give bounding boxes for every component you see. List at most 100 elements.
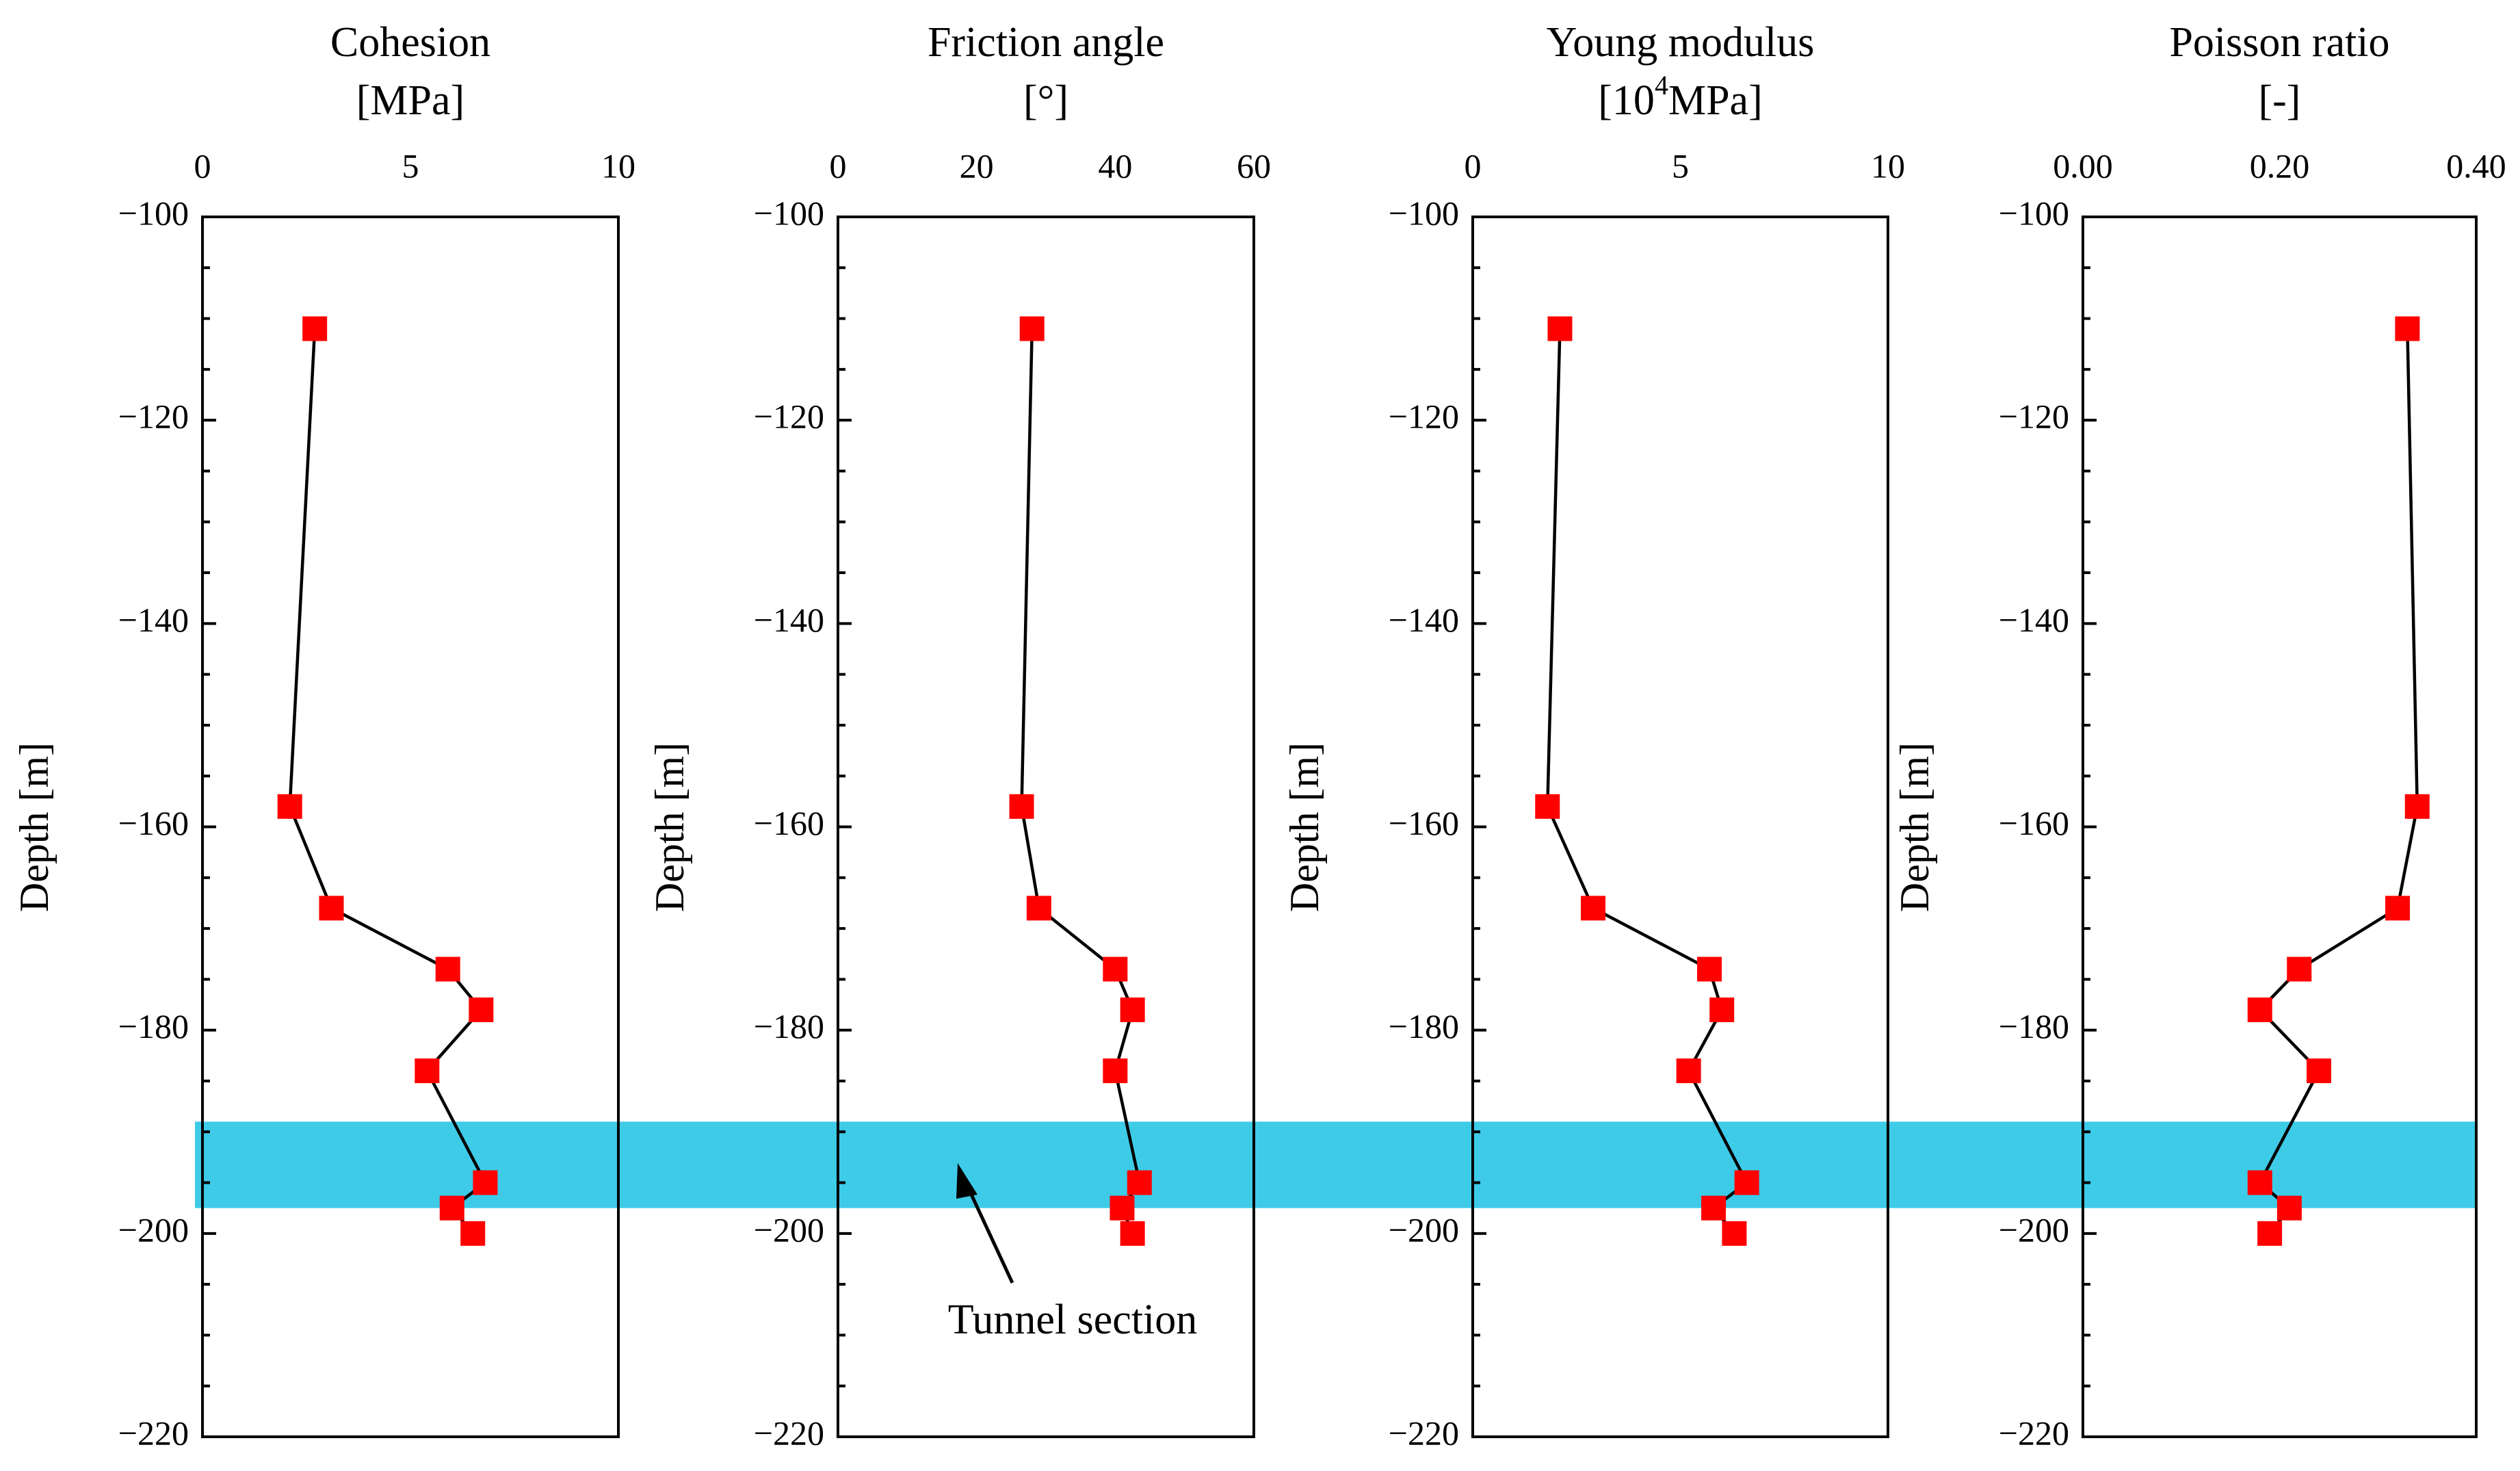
data-point (1701, 1195, 1727, 1221)
data-point (473, 1170, 498, 1195)
y-axis-label: Depth [m] (12, 742, 57, 912)
y-tick-label: −160 (118, 804, 189, 842)
y-tick-label: −120 (118, 398, 189, 436)
x-tick-label: 60 (1237, 146, 1271, 185)
panel-units: [-] (2259, 77, 2301, 124)
y-tick-label: −200 (1389, 1210, 1459, 1249)
y-tick-label: −140 (754, 601, 824, 639)
plot-frame (837, 216, 1255, 1438)
y-tick-label: −160 (754, 804, 824, 842)
x-tick-label: 10 (601, 146, 635, 185)
data-point (1696, 956, 1722, 982)
y-tick-label: −200 (118, 1210, 189, 1249)
x-tick-label: 5 (1672, 146, 1689, 185)
data-point (435, 956, 460, 982)
y-axis-label: Depth [m] (1892, 742, 1937, 912)
series-line (1545, 328, 1749, 1235)
annotation-layer: Tunnel section (948, 1163, 1198, 1343)
x-tick-label: 10 (1871, 146, 1905, 185)
plot-frame (201, 216, 620, 1438)
y-tick-label: −120 (754, 398, 824, 436)
y-tick-label: −140 (1389, 601, 1459, 639)
y-tick-label: −100 (754, 194, 824, 232)
y-tick-label: −100 (1999, 194, 2069, 232)
data-point (469, 997, 494, 1022)
y-tick-label: −220 (754, 1414, 824, 1452)
data-point (2404, 794, 2430, 819)
series-line (1020, 328, 1142, 1234)
panel-title: Young modulus (1547, 19, 1815, 66)
annotation-arrowhead (956, 1163, 977, 1199)
x-tick-label: 40 (1098, 146, 1132, 185)
panel-title: Friction angle (928, 19, 1164, 66)
data-point (2247, 1170, 2272, 1195)
y-tick-label: −180 (118, 1007, 189, 1045)
data-point (1722, 1221, 1747, 1246)
x-tick-label: 20 (960, 146, 994, 185)
panel-4: Poisson ratio [-] Depth [m] 0.00 0.20 0.40 −10… (1892, 19, 2506, 1452)
data-point (439, 1195, 464, 1221)
data-point (319, 896, 344, 921)
y-tick-label: −140 (1999, 601, 2069, 639)
y-tick-label: −220 (118, 1414, 189, 1452)
x-tick-label: 0 (830, 146, 847, 185)
panel-2-plot (837, 216, 1255, 1438)
panel-3-plot (1471, 216, 1889, 1438)
panel-3: Young modulus[104MPa] Depth [m] 0 5 10 −100 −1… (1282, 19, 1905, 1452)
data-point (1547, 316, 1573, 341)
data-point (2247, 997, 2272, 1022)
plot-frame (2082, 216, 2478, 1438)
tunnel-section-band-layer (195, 1121, 2476, 1208)
series-line (2257, 328, 2419, 1235)
y-tick-label: −160 (1389, 804, 1459, 842)
data-point (2307, 1058, 2331, 1084)
y-tick-label: −180 (1999, 1007, 2069, 1045)
data-point (2257, 1221, 2283, 1246)
data-point (1127, 1170, 1152, 1195)
annotation-label: Tunnel section (948, 1297, 1198, 1343)
y-tick-label: −220 (1999, 1414, 2069, 1452)
y-tick-label: −120 (1999, 398, 2069, 436)
y-tick-label: −200 (1999, 1210, 2069, 1249)
y-axis-label: Depth [m] (1282, 742, 1327, 912)
data-point (1103, 956, 1128, 982)
data-point (2385, 896, 2410, 921)
panel-units: [MPa] (356, 77, 464, 124)
data-point (2276, 1195, 2302, 1221)
data-point (1581, 896, 1606, 921)
y-tick-label: −180 (754, 1007, 824, 1045)
x-tick-label: 0 (1465, 146, 1482, 185)
x-tick-label: 5 (402, 146, 419, 185)
data-point (415, 1058, 440, 1084)
data-point (460, 1221, 486, 1246)
x-tick-label: 0.20 (2250, 146, 2310, 185)
data-point (1120, 1221, 1145, 1246)
panel-units: [°] (1023, 77, 1068, 124)
data-point (1734, 1170, 1759, 1195)
y-tick-label: −160 (1999, 804, 2069, 842)
data-point (302, 316, 328, 341)
y-tick-label: −180 (1389, 1007, 1459, 1045)
y-tick-label: −220 (1389, 1414, 1459, 1452)
panel-title: Cohesion (330, 19, 490, 66)
data-point (1019, 316, 1045, 341)
series-line (288, 328, 488, 1235)
panel-1-plot (201, 216, 620, 1438)
y-tick-label: −140 (118, 601, 189, 639)
data-point (1676, 1058, 1701, 1084)
x-tick-label: 0 (194, 146, 211, 185)
data-point (1009, 794, 1034, 819)
data-point (1535, 794, 1560, 819)
panels-layer: Cohesion [MPa] Depth [m] 0 5 10 −100 −120 −140 −1… (12, 19, 2506, 1452)
data-point (1103, 1058, 1128, 1084)
data-point (277, 794, 302, 819)
y-tick-label: −200 (754, 1210, 824, 1249)
plot-frame (1471, 216, 1889, 1438)
data-point (1026, 896, 1051, 921)
data-point (1709, 997, 1735, 1022)
y-axis-label: Depth [m] (647, 742, 692, 912)
x-tick-label: 0.40 (2446, 146, 2506, 185)
panel-title: Poisson ratio (2169, 19, 2389, 66)
x-tick-label: 0.00 (2053, 146, 2113, 185)
